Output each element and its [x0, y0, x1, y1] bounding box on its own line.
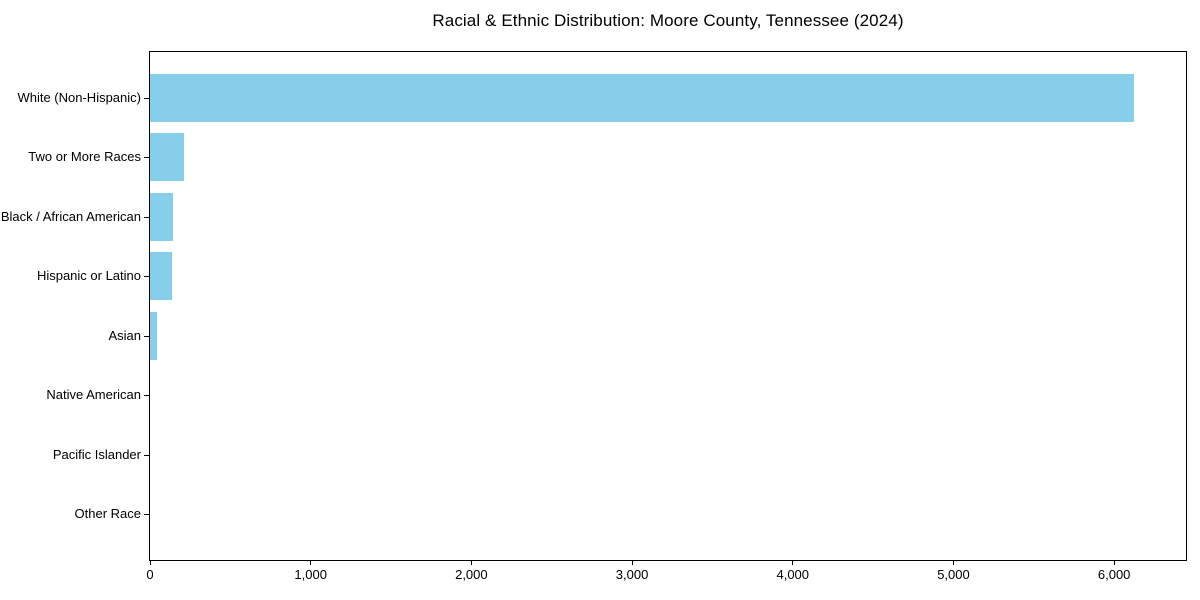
x-tick-label-1-000: 1,000: [294, 567, 327, 582]
bar-hispanic-or-latino: [150, 252, 172, 300]
x-tick-label-4-000: 4,000: [776, 567, 810, 582]
y-tick-label-asian: Asian: [108, 327, 141, 343]
y-tick-label-white-non-hispanic: White (Non-Hispanic): [17, 89, 141, 105]
x-tick-mark: [792, 560, 794, 565]
y-tick-mark: [144, 454, 149, 456]
y-tick-mark: [144, 276, 149, 277]
y-tick-label-native-american: Native American: [46, 387, 141, 402]
chart-title: Racial & Ethnic Distribution: Moore Coun…: [432, 11, 904, 30]
y-tick-label-hispanic-or-latino: Hispanic or Latino: [36, 268, 141, 283]
bar-asian: [150, 311, 157, 360]
x-tick-mark: [952, 560, 954, 565]
x-tick-label-3-000: 3,000: [615, 567, 649, 582]
x-tick-mark: [631, 560, 633, 565]
plot-area: [149, 51, 1187, 561]
x-tick-label-0: 0: [146, 567, 154, 582]
y-tick-label-black-african-american: Black / African American: [0, 208, 141, 224]
bar-black-african-american: [150, 192, 173, 241]
x-tick-label-5-000: 5,000: [937, 567, 970, 582]
y-tick-mark: [144, 335, 149, 337]
x-tick-label-2-000: 2,000: [455, 567, 488, 582]
y-tick-label-other-race: Other Race: [74, 506, 141, 521]
x-tick-label-6-000: 6,000: [1097, 567, 1131, 582]
y-tick-label-pacific-islander: Pacific Islander: [52, 446, 141, 462]
x-tick-mark: [1113, 560, 1115, 565]
bar-white-non-hispanic: [150, 73, 1135, 122]
x-tick-mark: [310, 560, 312, 565]
y-tick-mark: [144, 157, 149, 158]
x-tick-mark: [149, 560, 151, 565]
y-tick-mark: [144, 514, 149, 515]
y-tick-mark: [144, 216, 149, 218]
y-tick-mark: [144, 97, 149, 99]
y-tick-mark: [144, 395, 149, 396]
bar-two-or-more-races: [150, 133, 184, 181]
x-tick-mark: [470, 560, 472, 565]
y-tick-label-two-or-more-races: Two or More Races: [28, 149, 141, 164]
